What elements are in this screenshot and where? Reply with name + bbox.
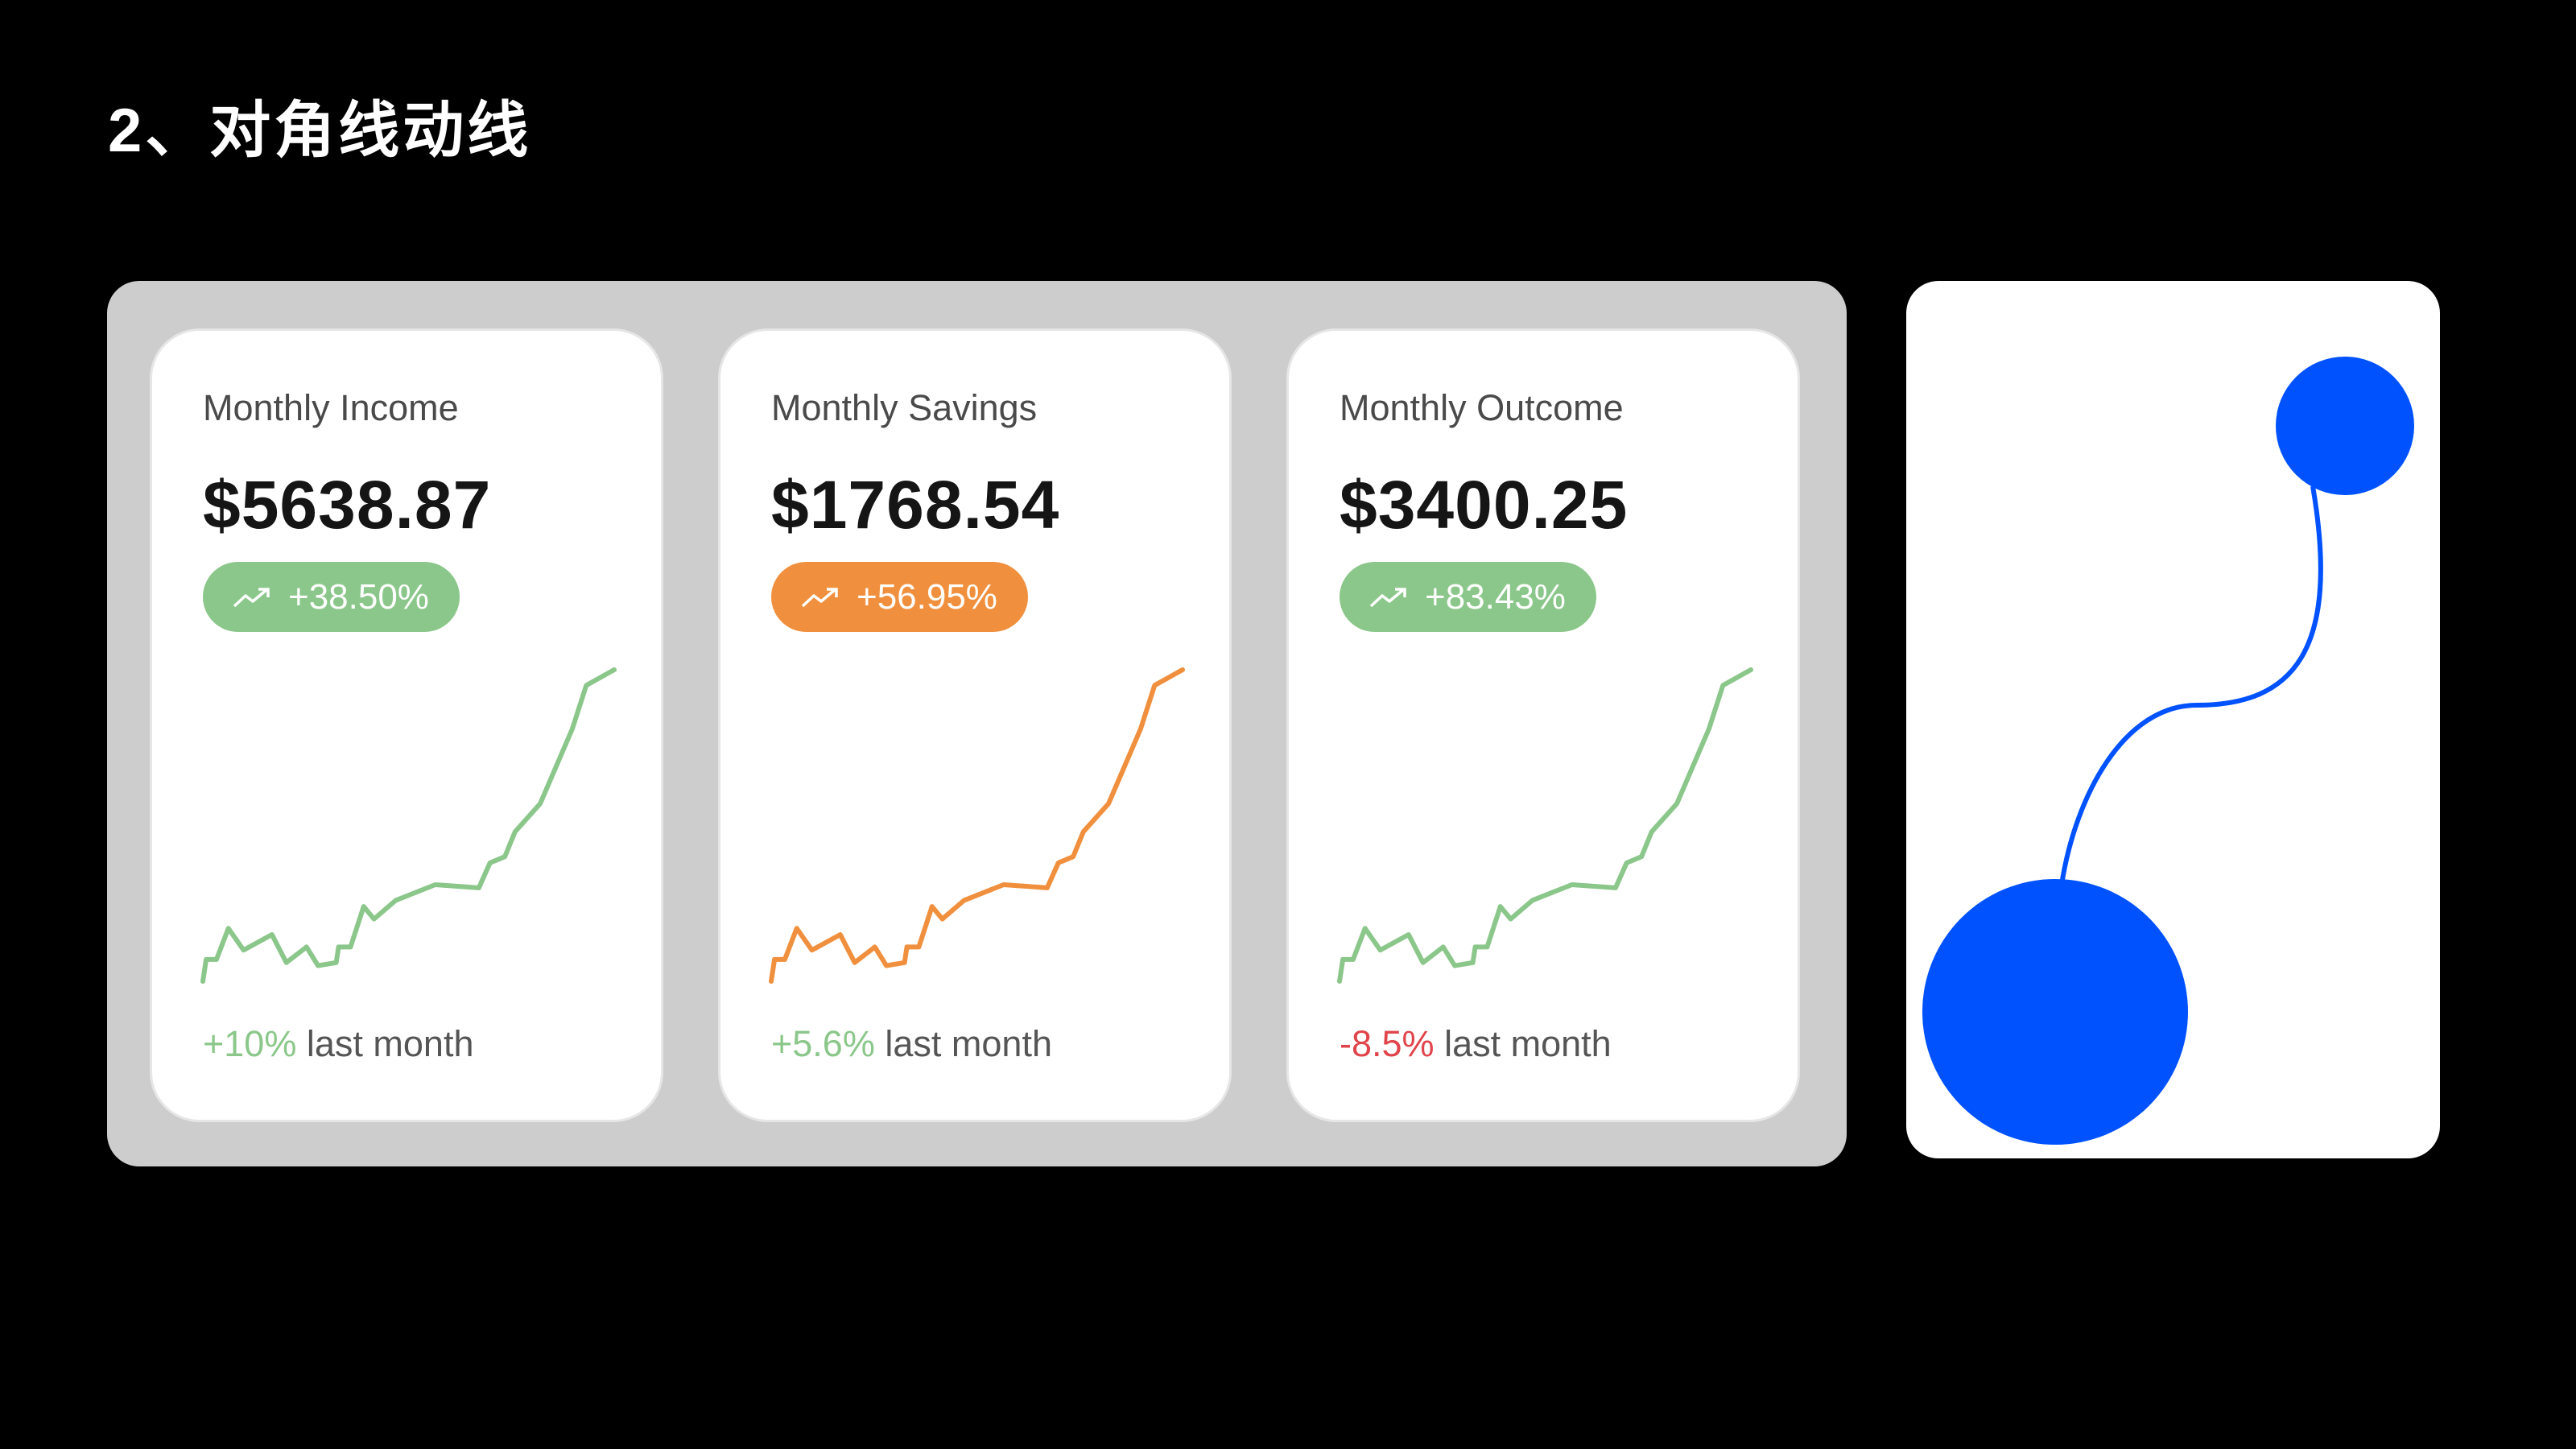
- diagonal-flow-illustration: [1906, 281, 2440, 1158]
- trending-up-icon: [801, 587, 838, 607]
- card-monthly-income[interactable]: Monthly Income $5638.87 +38.50% +10% las…: [150, 328, 663, 1122]
- change-suffix: last month: [306, 1023, 474, 1064]
- sparkline-series: [200, 667, 617, 984]
- sparkline-chart: [200, 667, 617, 984]
- card-value: $5638.87: [203, 467, 492, 543]
- sparkline-chart: [769, 667, 1185, 984]
- change-badge: +83.43%: [1340, 562, 1596, 632]
- card-value: $1768.54: [771, 467, 1060, 543]
- card-footer: -8.5% last month: [1340, 1023, 1612, 1065]
- sparkline-series: [769, 667, 1185, 984]
- start-circle: [1922, 879, 2188, 1145]
- badge-value: +56.95%: [857, 576, 997, 617]
- trending-up-icon: [233, 587, 270, 607]
- end-circle: [2276, 357, 2414, 495]
- cards-panel: Monthly Income $5638.87 +38.50% +10% las…: [107, 281, 1847, 1166]
- change-value: +10%: [203, 1023, 297, 1064]
- change-badge: +56.95%: [771, 562, 1028, 632]
- badge-value: +83.43%: [1425, 576, 1566, 617]
- change-suffix: last month: [885, 1023, 1052, 1064]
- change-value: +5.6%: [771, 1023, 875, 1064]
- change-value: -8.5%: [1340, 1023, 1435, 1064]
- card-label: Monthly Savings: [771, 387, 1038, 428]
- sparkline-chart: [1337, 667, 1753, 984]
- page-title: 2、对角线动线: [108, 97, 532, 165]
- card-footer: +5.6% last month: [771, 1023, 1052, 1065]
- flow-curve: [2059, 485, 2323, 886]
- card-footer: +10% last month: [203, 1023, 473, 1065]
- sparkline-series: [1337, 667, 1753, 984]
- badge-value: +38.50%: [288, 576, 429, 617]
- card-monthly-savings[interactable]: Monthly Savings $1768.54 +56.95% +5.6% l…: [718, 328, 1232, 1122]
- card-label: Monthly Outcome: [1340, 387, 1624, 428]
- trending-up-icon: [1369, 587, 1406, 607]
- change-badge: +38.50%: [203, 562, 460, 632]
- card-value: $3400.25: [1340, 467, 1629, 543]
- card-label: Monthly Income: [203, 387, 459, 428]
- change-suffix: last month: [1444, 1023, 1612, 1064]
- card-monthly-outcome[interactable]: Monthly Outcome $3400.25 +83.43% -8.5% l…: [1286, 328, 1800, 1122]
